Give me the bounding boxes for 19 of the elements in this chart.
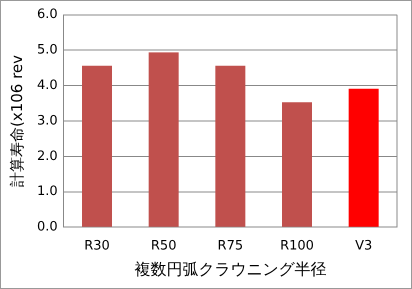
x-tick-label: R30 — [84, 238, 110, 254]
bar — [82, 66, 112, 227]
bar — [148, 52, 179, 227]
x-tick-label: R100 — [280, 238, 314, 254]
y-tick-label: 6.0 — [36, 7, 58, 22]
x-axis-title: 複数円弧クラウニング半径 — [134, 260, 326, 279]
y-tick-label: 4.0 — [36, 78, 58, 93]
y-axis-title: 計算寿命(x106 rev — [8, 54, 26, 188]
x-tick-label: V3 — [355, 238, 372, 254]
y-tick-label: 1.0 — [36, 184, 58, 200]
bar — [282, 102, 312, 227]
x-tick-label: R50 — [150, 238, 176, 254]
bar — [215, 66, 246, 227]
y-tick-label: 5.0 — [36, 42, 58, 58]
x-tick-label: R75 — [218, 238, 244, 254]
y-tick-label: 3.0 — [36, 113, 58, 128]
bar — [348, 88, 379, 227]
y-tick-label: 2.0 — [36, 148, 58, 164]
y-tick-label: 0.0 — [36, 220, 58, 235]
